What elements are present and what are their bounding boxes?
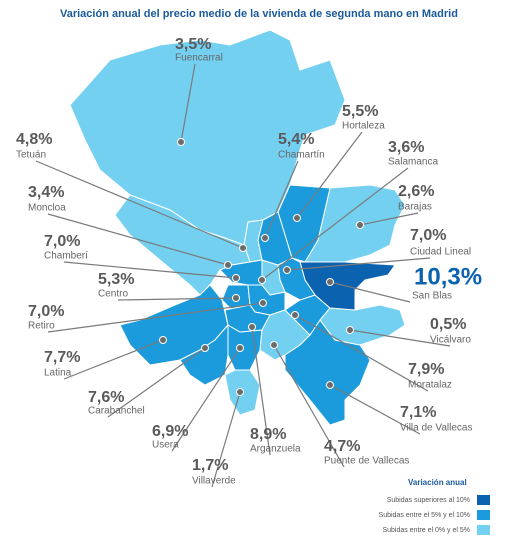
leader-line: [117, 297, 237, 301]
district-dot: [248, 323, 256, 331]
leader-line: [329, 384, 421, 435]
legend-label: Subidas entre el 0% y el 5%: [382, 527, 470, 534]
legend-swatch: [477, 525, 490, 535]
district-name: Villa de Vallecas: [400, 423, 472, 434]
district-name: Latina: [44, 368, 72, 379]
leader-line: [286, 257, 431, 271]
district-dot: [177, 138, 185, 146]
leader-line: [273, 344, 345, 468]
leader-line: [63, 339, 164, 380]
district-dot: [326, 278, 334, 286]
district-value: 7,0%: [28, 303, 64, 320]
legend-swatch: [477, 510, 490, 520]
district-name: Fuencarral: [175, 53, 223, 64]
leader-line: [294, 314, 429, 392]
district-value: 7,0%: [44, 233, 80, 250]
leader-line: [261, 167, 409, 281]
district-name: Chamartín: [278, 150, 325, 161]
district-value: 3,4%: [28, 184, 64, 201]
district-dot: [159, 336, 167, 344]
map-title: Variación anual del precio medio de la v…: [60, 8, 458, 20]
district-dot: [232, 294, 240, 302]
leader-line: [171, 347, 241, 452]
district-dot: [224, 261, 232, 269]
district-value: 10,3%: [414, 263, 482, 290]
leader-line: [349, 329, 451, 347]
legend-swatch: [477, 495, 490, 505]
leader-line: [47, 213, 229, 266]
district-dot: [291, 311, 299, 319]
leader-line: [63, 261, 237, 279]
district-value: 6,9%: [152, 423, 188, 440]
district-value: 4,8%: [16, 131, 52, 148]
district-name: Puente de Vallecas: [324, 456, 409, 467]
district-value: 5,4%: [278, 131, 314, 148]
district-value: 2,6%: [398, 183, 434, 200]
district-dot: [239, 244, 247, 252]
district-value: 5,3%: [98, 271, 134, 288]
district-value: 7,9%: [408, 361, 444, 378]
district-value: 8,9%: [250, 426, 286, 443]
district-name: Barajas: [398, 202, 432, 213]
district-name: Ciudad Lineal: [410, 247, 471, 258]
district-dot: [232, 274, 240, 282]
district-name: Carabanchel: [88, 406, 145, 417]
district-dot: [258, 276, 266, 284]
district-dot: [201, 344, 209, 352]
district-dot: [293, 214, 301, 222]
district-value: 5,5%: [342, 103, 378, 120]
district-name: Tetuán: [16, 150, 46, 161]
district-name: Chamberí: [44, 251, 88, 262]
district-value: 3,5%: [175, 36, 211, 53]
district-name: San Blas: [412, 291, 452, 302]
legend-title: Variación anual: [408, 478, 467, 487]
district-value: 7,1%: [400, 404, 436, 421]
legend-label: Subidas superiores al 10%: [387, 497, 470, 504]
district-value: 7,6%: [88, 389, 124, 406]
district-name: Moncloa: [28, 203, 66, 214]
leader-line: [47, 302, 264, 333]
district-dot: [236, 344, 244, 352]
district-name: Villaverde: [192, 476, 236, 487]
leader-line: [264, 160, 299, 239]
district-value: 0,5%: [430, 316, 466, 333]
district-name: Centro: [98, 289, 128, 300]
district-value: 4,7%: [324, 438, 360, 455]
leader-line: [251, 326, 271, 456]
district-dot: [356, 221, 364, 229]
district-dot: [236, 388, 244, 396]
leader-line: [359, 212, 419, 226]
leader-line: [107, 347, 206, 418]
district-dot: [259, 299, 267, 307]
district-dot: [270, 341, 278, 349]
district-name: Salamanca: [388, 157, 438, 168]
district-name: Usera: [152, 440, 179, 451]
leader-line: [211, 391, 241, 488]
leader-line: [296, 131, 363, 219]
district-name: Arganzuela: [250, 444, 301, 455]
district-value: 7,0%: [410, 227, 446, 244]
district-value: 7,7%: [44, 349, 80, 366]
district-value: 3,6%: [388, 139, 424, 156]
district-area: [257, 211, 293, 266]
district-name: Vicálvaro: [430, 335, 471, 346]
legend-label: Subidas entre el 5% y el 10%: [379, 512, 470, 519]
leader-line: [180, 63, 196, 143]
district-dot: [326, 381, 334, 389]
leader-line: [35, 160, 244, 249]
district-name: Moratalaz: [408, 380, 452, 391]
district-name: Retiro: [28, 321, 55, 332]
district-dot: [346, 326, 354, 334]
district-dot: [261, 234, 269, 242]
leader-line: [329, 281, 411, 303]
district-dot: [283, 266, 291, 274]
district-name: Hortaleza: [342, 121, 385, 132]
district-value: 1,7%: [192, 457, 228, 474]
